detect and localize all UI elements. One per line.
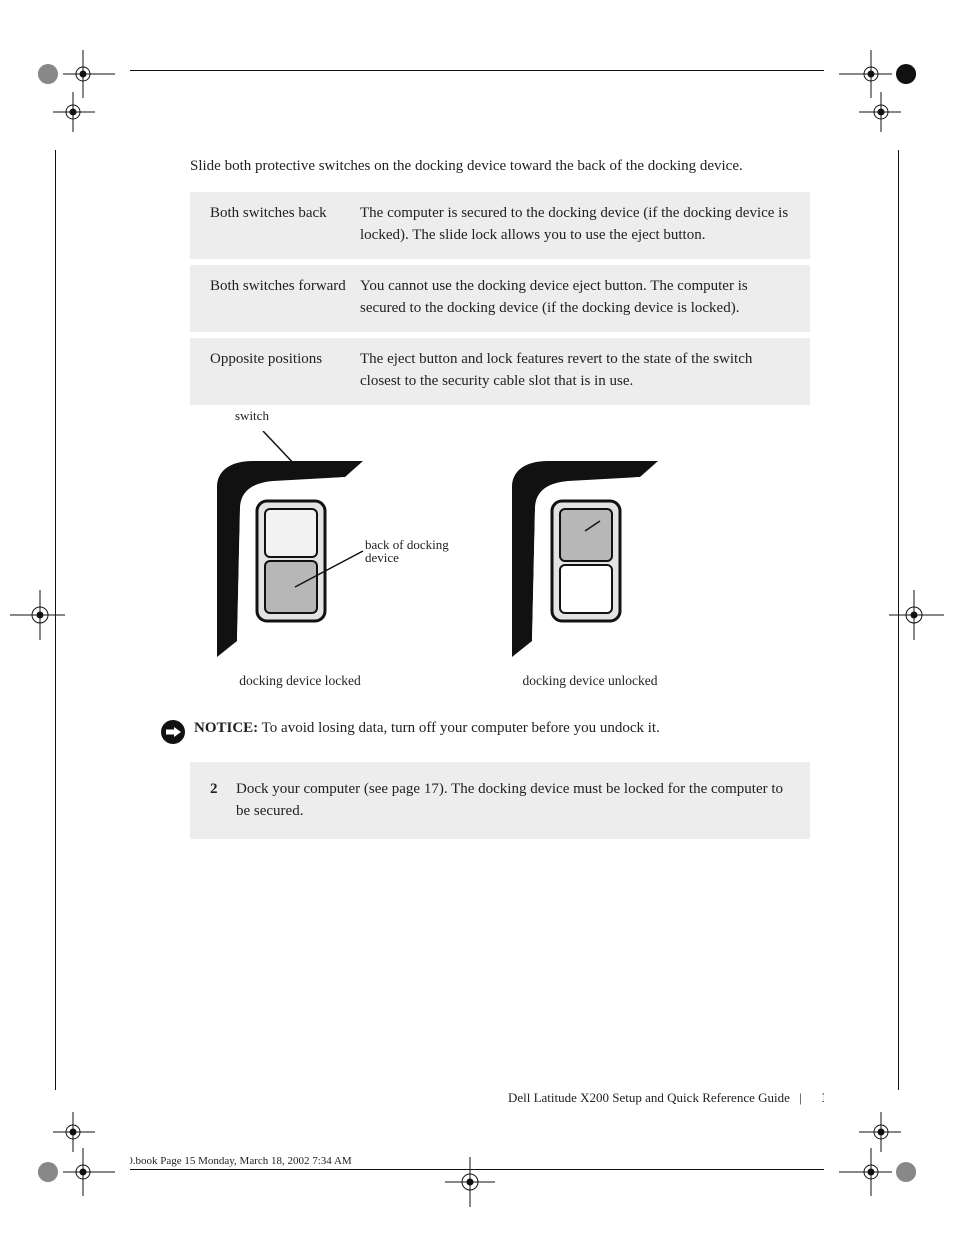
state-row-1-label: Both switches back — [190, 202, 360, 247]
state-row-2-desc: You cannot use the docking device eject … — [360, 275, 810, 320]
notice-bold: NOTICE: — [194, 720, 258, 736]
notice-row: NOTICE: To avoid losing data, turn off y… — [160, 717, 810, 750]
step-2-text: Dock your computer (see page 17). The do… — [236, 778, 790, 823]
state-row-2-label: Both switches forward — [190, 275, 360, 320]
frame-cut-tl — [40, 55, 130, 150]
label-switch: switch — [235, 409, 269, 423]
page: Slide both protective switches on the do… — [0, 0, 954, 1235]
state-row-3-label: Opposite positions — [190, 348, 360, 393]
label-back: back of docking device — [365, 538, 475, 565]
state-row-3-desc: The eject button and lock features rever… — [360, 348, 810, 393]
state-row-2: Both switches forward You cannot use the… — [190, 265, 810, 332]
notice-icon — [160, 717, 194, 750]
reg-mark-bottom-mid — [440, 1152, 500, 1217]
state-row-1: Both switches back The computer is secur… — [190, 192, 810, 259]
notice-body: To avoid losing data, turn off your comp… — [258, 720, 660, 736]
footer-title: Dell Latitude X200 Setup and Quick Refer… — [508, 1090, 790, 1105]
switch-locked-illustration — [195, 431, 375, 671]
intro-paragraph: Slide both protective switches on the do… — [190, 155, 810, 178]
switch-diagram: switch back of docking device front of d… — [190, 411, 810, 711]
frame-cut-br — [824, 1090, 914, 1185]
caption-unlocked: docking device unlocked — [470, 673, 710, 689]
state-row-3: Opposite positions The eject button and … — [190, 338, 810, 405]
step-2-row: 2 Dock your computer (see page 17). The … — [190, 762, 810, 839]
page-footer: Dell Latitude X200 Setup and Quick Refer… — [508, 1090, 836, 1107]
notice-text: NOTICE: To avoid losing data, turn off y… — [194, 717, 660, 740]
caption-locked: docking device locked — [180, 673, 420, 689]
reg-mark-left-mid — [10, 585, 70, 650]
frame-cut-tr — [824, 55, 914, 150]
state-row-1-desc: The computer is secured to the docking d… — [360, 202, 810, 247]
step-2-number: 2 — [210, 778, 236, 823]
reg-mark-right-mid — [884, 585, 944, 650]
content-column: Slide both protective switches on the do… — [190, 155, 810, 839]
switch-unlocked-illustration — [490, 431, 670, 671]
footer-sep: | — [799, 1090, 802, 1105]
frame-cut-bl — [40, 1090, 130, 1185]
